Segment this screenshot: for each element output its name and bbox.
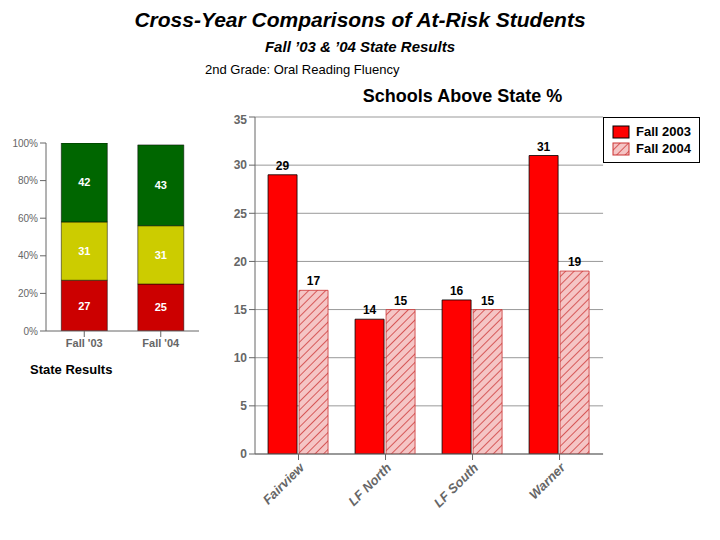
svg-text:17: 17 xyxy=(307,274,321,288)
svg-text:20%: 20% xyxy=(18,288,38,299)
svg-text:15: 15 xyxy=(234,303,248,317)
svg-text:29: 29 xyxy=(276,159,290,173)
svg-text:27: 27 xyxy=(78,300,90,312)
html-text:Fall 2004: Fall 2004 xyxy=(636,141,691,156)
svg-text:0: 0 xyxy=(240,447,247,461)
svg-text:60%: 60% xyxy=(18,213,38,224)
svg-text:31: 31 xyxy=(155,249,167,261)
svg-text:15: 15 xyxy=(481,294,495,308)
svg-text:25: 25 xyxy=(155,301,167,313)
svg-text:Warner: Warner xyxy=(526,459,569,502)
svg-text:40%: 40% xyxy=(18,250,38,261)
svg-text:10: 10 xyxy=(234,351,248,365)
svg-text:80%: 80% xyxy=(18,175,38,186)
svg-text:5: 5 xyxy=(240,399,247,413)
svg-text:42: 42 xyxy=(78,176,90,188)
svg-text:30: 30 xyxy=(234,158,248,172)
svg-text:31: 31 xyxy=(78,245,90,257)
html-text:Cross-Year Comparisons of At-R: Cross-Year Comparisons of At-Risk Studen… xyxy=(134,8,586,31)
svg-text:14: 14 xyxy=(363,303,377,317)
svg-text:43: 43 xyxy=(155,179,167,191)
svg-text:LF North: LF North xyxy=(345,460,394,509)
svg-text:35: 35 xyxy=(234,113,248,127)
svg-text:LF South: LF South xyxy=(431,460,481,510)
svg-text:0%: 0% xyxy=(24,326,39,337)
svg-text:19: 19 xyxy=(568,255,582,269)
html-text:2nd Grade: Oral Reading Fluenc: 2nd Grade: Oral Reading Fluency xyxy=(205,62,400,77)
html-text:Schools Above State %: Schools Above State % xyxy=(362,86,563,106)
svg-text:15: 15 xyxy=(394,294,408,308)
svg-text:20: 20 xyxy=(234,255,248,269)
svg-text:25: 25 xyxy=(234,207,248,221)
svg-text:100%: 100% xyxy=(12,138,38,149)
svg-text:16: 16 xyxy=(450,284,464,298)
svg-text:Fall '03: Fall '03 xyxy=(66,337,103,349)
svg-text:31: 31 xyxy=(537,140,551,154)
html-text:Fall ’03 & ’04 State Results: Fall ’03 & ’04 State Results xyxy=(265,38,455,55)
svg-text:Fall '04: Fall '04 xyxy=(142,337,180,349)
svg-text:Fairview: Fairview xyxy=(260,459,308,507)
html-text:Fall 2003: Fall 2003 xyxy=(636,124,691,139)
html-text:State Results: State Results xyxy=(30,362,113,377)
